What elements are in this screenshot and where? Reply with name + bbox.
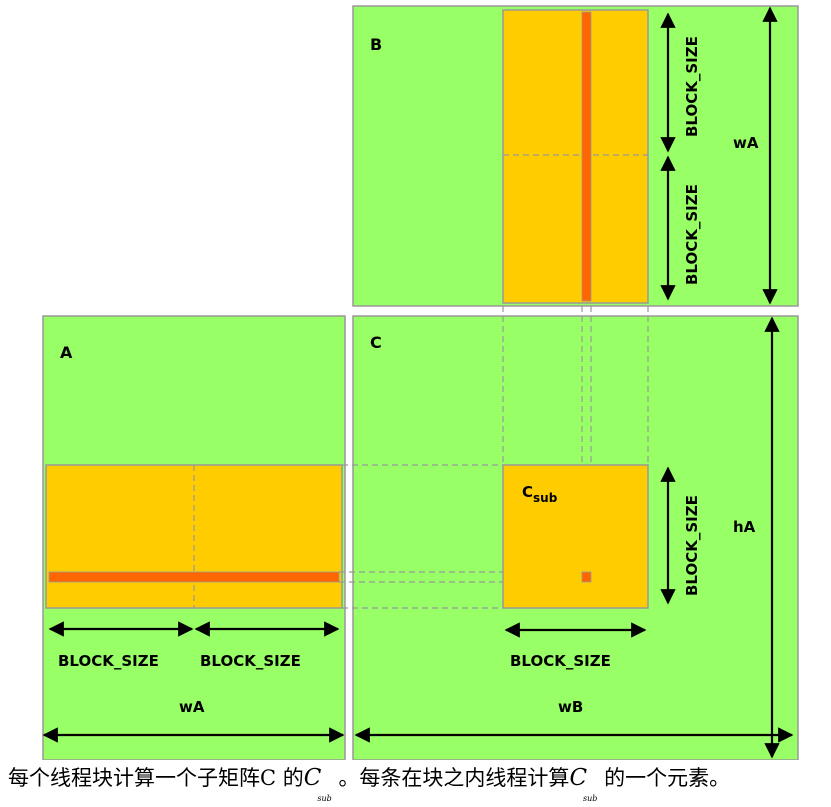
- a-wa-label: wA: [179, 698, 205, 716]
- caption-c-symbol-2: C: [569, 765, 588, 791]
- matrix-c-label: C: [370, 333, 382, 352]
- matrix-multiplication-diagram: B BLOCK_SIZE BLOCK_SIZE wA A BLOCK_SIZE …: [42, 5, 799, 760]
- c-ha-label: hA: [733, 518, 756, 536]
- caption-sub-2: sub: [583, 794, 598, 803]
- caption-c-symbol-1: C: [303, 765, 322, 791]
- matrix-b-block-column: [502, 9, 649, 304]
- matrix-a-row-strip: [48, 571, 340, 583]
- b-block-size-label-top: BLOCK_SIZE: [683, 36, 701, 137]
- c-block-size-label-horizontal: BLOCK_SIZE: [510, 652, 611, 670]
- c-wb-label: wB: [558, 698, 583, 716]
- matrix-a-label: A: [60, 343, 73, 362]
- caption-text-2: 。每条在块之内线程计算: [338, 766, 570, 790]
- b-wa-label: wA: [733, 134, 759, 152]
- caption-sub-1: sub: [317, 794, 332, 803]
- matrix-b-label: B: [370, 35, 382, 54]
- a-block-size-label-right: BLOCK_SIZE: [200, 652, 301, 670]
- figure-caption: 每个线程块计算一个子矩阵C 的Csub 。每条在块之内线程计算Csub 的一个元…: [8, 758, 828, 803]
- caption-text-3: 的一个元素。: [604, 766, 731, 790]
- matrix-b-column-strip: [581, 11, 592, 302]
- c-sub-block: [502, 464, 649, 609]
- a-block-size-label-left: BLOCK_SIZE: [58, 652, 159, 670]
- b-block-size-label-bottom: BLOCK_SIZE: [683, 184, 701, 285]
- caption-text-1: 每个线程块计算一个子矩阵C 的: [8, 766, 304, 790]
- c-sub-element: [581, 571, 592, 583]
- c-block-size-label-vertical: BLOCK_SIZE: [683, 495, 701, 596]
- c-sub-label: Csub: [522, 483, 558, 505]
